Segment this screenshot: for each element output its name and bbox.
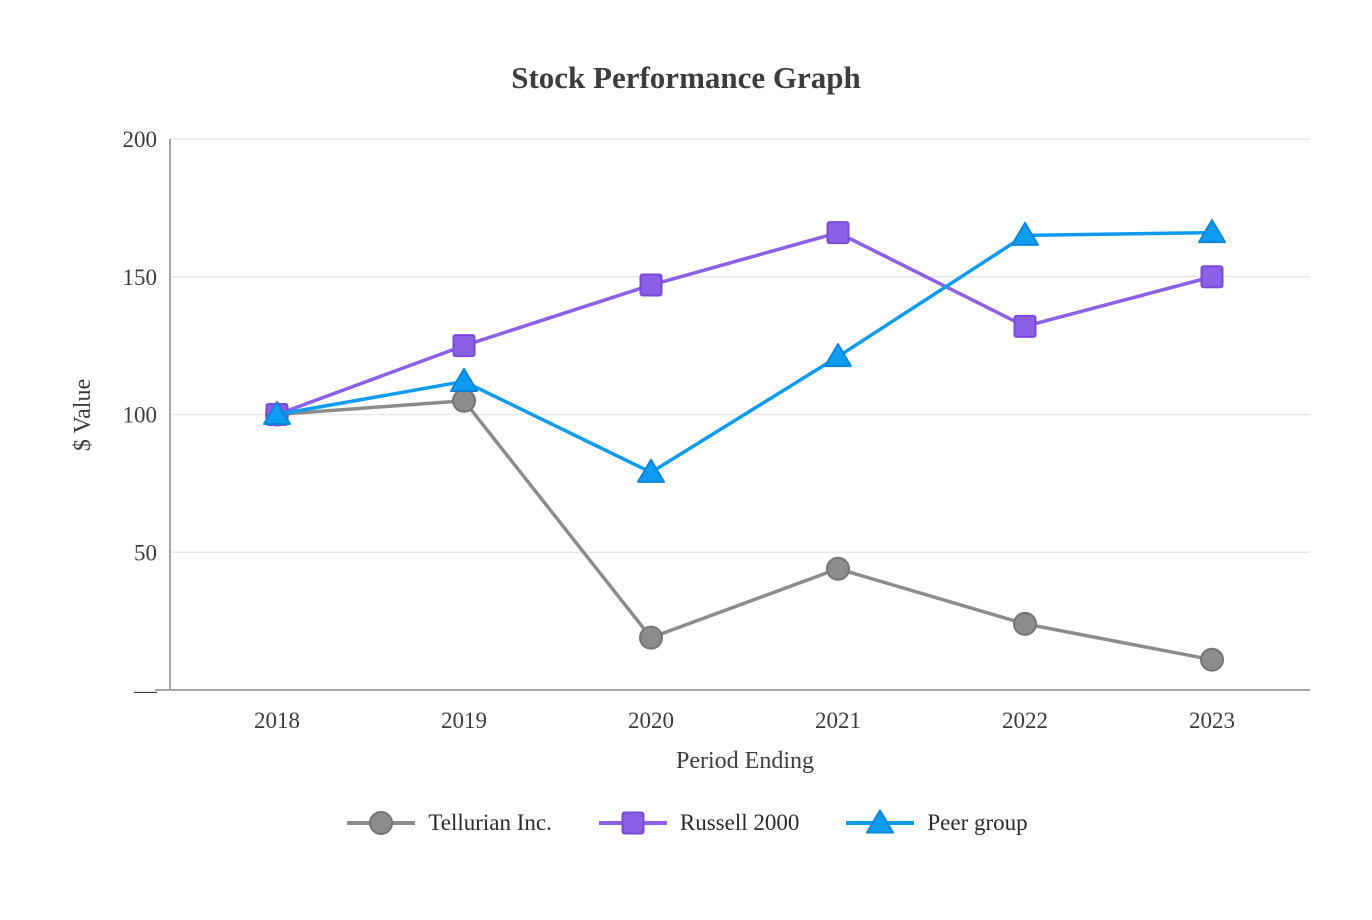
plot-area: 200 150 100 50 — 2018 2019 2020 2021 2022 2023 [123, 127, 1310, 733]
marker-peer-group [263, 401, 291, 425]
marker-tellurian-inc [452, 388, 476, 413]
legend-item-peer-group: Peer group [843, 808, 1028, 838]
triangle-marker-icon [846, 809, 915, 834]
x-axis-label: Period Ending [676, 748, 814, 774]
legend-item-tellurian-inc: Tellurian Inc. [344, 808, 552, 838]
legend-circle-marker [369, 811, 394, 835]
square-marker-icon [598, 811, 667, 835]
marker-peer-group [824, 343, 852, 368]
marker-tellurian-inc [1200, 647, 1224, 672]
legend-label: Russell 2000 [679, 810, 800, 835]
series-line-russell-2000 [275, 230, 1214, 417]
y-tick-label: 50 [134, 540, 157, 565]
legend-triangle-marker [866, 809, 895, 834]
series-line-peer-group [275, 230, 1214, 475]
circle-marker-icon [347, 811, 416, 835]
marker-tellurian-inc [826, 556, 850, 581]
chart-legend: Tellurian Inc. Russell 2000 Peer group [0, 808, 1372, 838]
stock-performance-chart: Stock Performance Graph $ Value Period E… [70, 60, 1310, 774]
legend-label: Peer group [927, 810, 1028, 835]
x-tick-label: 2020 [628, 708, 674, 733]
x-tick-label: 2018 [254, 708, 300, 733]
y-axis-label: $ Value [70, 379, 96, 451]
y-tick-label: 150 [123, 265, 158, 290]
marker-russell-2000 [452, 334, 476, 358]
marker-peer-group [637, 458, 665, 483]
x-tick-label: 2023 [1189, 708, 1235, 733]
marker-peer-group [1198, 219, 1226, 244]
y-tick-label: 200 [123, 127, 158, 152]
x-tick-label: 2019 [441, 708, 487, 733]
y-tick-label: — [133, 678, 158, 703]
y-tick-label: 100 [123, 403, 158, 428]
marker-russell-2000 [639, 273, 663, 297]
marker-russell-2000 [1013, 314, 1037, 338]
marker-peer-group [450, 367, 478, 392]
chart-title: Stock Performance Graph [511, 60, 861, 95]
marker-russell-2000 [1200, 265, 1224, 289]
marker-tellurian-inc [639, 625, 663, 650]
marker-tellurian-inc [1013, 611, 1037, 636]
legend-item-russell-2000: Russell 2000 [596, 808, 799, 838]
legend-square-marker [621, 811, 645, 835]
x-tick-label: 2022 [1002, 708, 1048, 733]
marker-peer-group [1011, 221, 1039, 246]
series-line-tellurian-inc [275, 398, 1214, 662]
marker-russell-2000 [826, 221, 850, 245]
legend-label: Tellurian Inc. [428, 810, 552, 835]
x-tick-label: 2021 [815, 708, 861, 733]
